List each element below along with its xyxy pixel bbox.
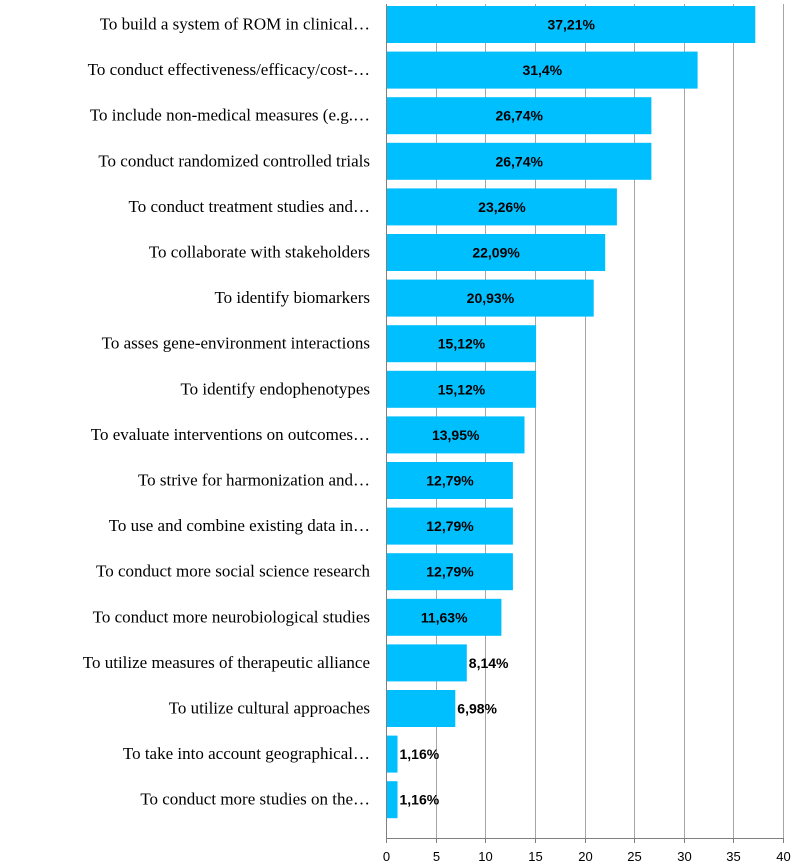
bar [387, 370, 537, 408]
bar [387, 781, 398, 819]
bar-value-label: 12,79% [426, 473, 474, 489]
category-label: To asses gene-environment interactions [102, 334, 370, 353]
bars [387, 6, 756, 819]
bar-value-label: 15,12% [438, 381, 486, 397]
bar-value-label: 11,63% [421, 609, 468, 625]
bar [387, 462, 513, 499]
x-tick-label: 30 [677, 849, 691, 864]
bar-value-label: 22,09% [472, 245, 520, 261]
category-label: To utilize measures of therapeutic allia… [83, 653, 370, 672]
labels: 0 5 10 15 20 25 30 35 40 37,21% To build a system … [83, 15, 791, 865]
x-tick-label: 25 [627, 849, 641, 864]
bar-value-label: 12,79% [426, 564, 474, 580]
category-label: To take into account geographical… [123, 744, 370, 763]
bar [387, 416, 525, 454]
bar [387, 6, 756, 43]
category-label: To conduct treatment studies and… [129, 197, 370, 216]
bar-value-label: 23,26% [478, 199, 526, 215]
x-tick-label: 20 [578, 849, 592, 864]
category-label: To conduct more neurobiological studies [93, 607, 370, 626]
bar [387, 553, 513, 591]
bar [387, 690, 456, 727]
bar [387, 325, 537, 363]
category-label: To conduct effectiveness/efficacy/cost-… [88, 60, 370, 79]
category-label: To conduct randomized controlled trials [98, 151, 370, 170]
bar-value-label: 26,74% [495, 108, 543, 124]
bar [387, 644, 467, 682]
category-label: To strive for harmonization and… [138, 471, 370, 490]
bar [387, 279, 594, 317]
bar-value-label: 8,14% [469, 655, 509, 671]
category-label: To evaluate interventions on outcomes… [91, 425, 370, 444]
bar-value-label: 15,12% [438, 336, 486, 352]
category-label: To conduct more studies on the… [140, 790, 370, 809]
bar [387, 97, 652, 135]
bar [387, 142, 652, 180]
bar [387, 598, 502, 636]
category-label: To use and combine existing data in… [109, 516, 370, 535]
bar [387, 735, 398, 773]
bar-value-label: 13,95% [432, 427, 480, 443]
bar-value-label: 12,79% [426, 518, 474, 534]
bar [387, 188, 617, 226]
bar [387, 51, 698, 89]
bar-value-label: 1,16% [400, 792, 440, 808]
category-label: To include non-medical measures (e.g.… [90, 106, 370, 125]
bar-value-label: 31,4% [522, 62, 562, 78]
x-tick-label: 10 [478, 849, 492, 864]
axes [386, 4, 784, 843]
category-label: To identify biomarkers [214, 288, 370, 307]
x-tick-label: 40 [776, 849, 790, 864]
category-label: To conduct more social science research [96, 562, 370, 581]
bar-value-label: 26,74% [495, 153, 543, 169]
x-tick-label: 5 [433, 849, 440, 864]
bar-value-label: 1,16% [400, 746, 440, 762]
category-label: To collaborate with stakeholders [149, 243, 370, 262]
bar-value-label: 37,21% [547, 17, 595, 33]
bar-value-label: 20,93% [467, 290, 515, 306]
bar [387, 507, 513, 545]
category-label: To identify endophenotypes [180, 379, 370, 398]
bar-value-label: 6,98% [457, 701, 497, 717]
x-tick-label: 35 [726, 849, 740, 864]
category-label: To utilize cultural approaches [169, 699, 370, 718]
x-tick-label: 15 [528, 849, 542, 864]
category-label: To build a system of ROM in clinical… [100, 15, 370, 34]
bar [387, 234, 606, 271]
x-tick-label: 0 [383, 849, 390, 864]
